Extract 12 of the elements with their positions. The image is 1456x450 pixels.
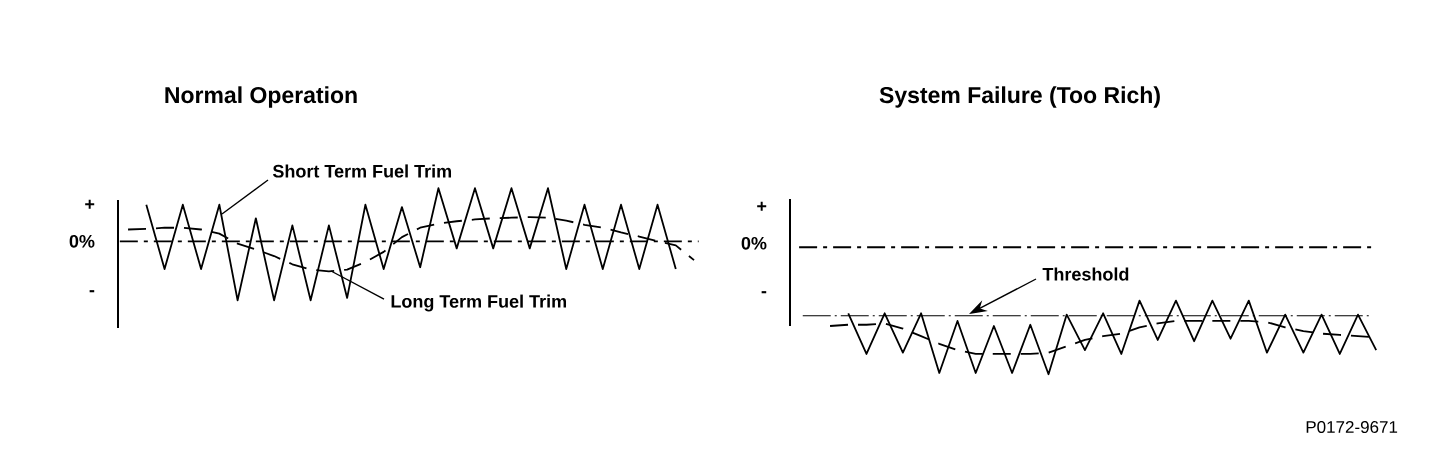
text: P0172-9671 bbox=[1306, 421, 1398, 434]
text: + bbox=[757, 201, 767, 211]
text: - bbox=[89, 290, 95, 293]
ref-line-label: Threshold bbox=[1042, 267, 1129, 281]
series-label: Short Term Fuel Trim bbox=[272, 164, 452, 178]
text: 0% bbox=[741, 236, 767, 250]
text: 0% bbox=[69, 234, 95, 248]
chart-title: System Failure (Too Rich) bbox=[879, 86, 1160, 108]
text: + bbox=[85, 199, 95, 209]
text: - bbox=[761, 291, 767, 294]
text: Long Term Fuel Trim bbox=[391, 294, 567, 312]
chart-title: Normal Operation bbox=[165, 86, 357, 108]
